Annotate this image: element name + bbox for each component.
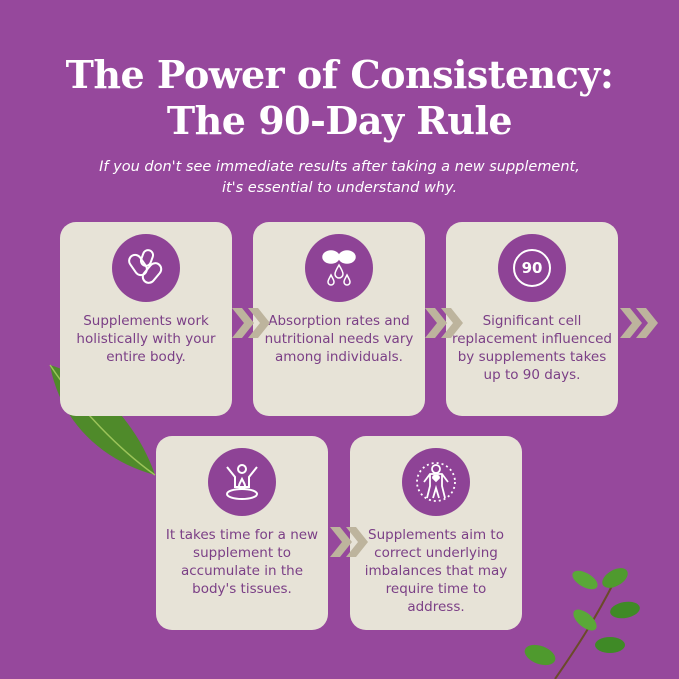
chevron-right-icon bbox=[425, 308, 463, 338]
plant-sprig-decoration bbox=[524, 568, 640, 679]
subtitle-line1: If you don't see immediate results after… bbox=[99, 159, 580, 175]
card-text: Supplements aim to correct underlying im… bbox=[364, 527, 508, 615]
capsule-drops-icon bbox=[305, 234, 373, 302]
page-title-line2: The 90-Day Rule bbox=[166, 98, 513, 143]
card-text: Supplements work holistically with your … bbox=[76, 313, 216, 365]
card-absorption: Absorption rates and nutritional needs v… bbox=[253, 222, 425, 416]
card-text: It takes time for a new supplement to ac… bbox=[165, 527, 319, 597]
chevron-right-icon bbox=[232, 308, 270, 338]
card-text: Significant cell replacement influenced … bbox=[452, 313, 613, 383]
page-title-line1: The Power of Consistency: bbox=[65, 52, 614, 97]
subtitle: If you don't see immediate results after… bbox=[0, 157, 679, 199]
chevron-right-icon bbox=[620, 308, 658, 338]
person-heart-icon bbox=[402, 448, 470, 516]
chevron-right-icon bbox=[330, 527, 368, 557]
ninety-badge-icon: 90 bbox=[498, 234, 566, 302]
pills-icon bbox=[112, 234, 180, 302]
ninety-badge-text: 90 bbox=[513, 249, 551, 287]
subtitle-line2: it's essential to understand why. bbox=[221, 180, 458, 196]
card-accumulate: It takes time for a new supplement to ac… bbox=[156, 436, 328, 630]
card-text: Absorption rates and nutritional needs v… bbox=[264, 313, 414, 365]
card-ninety-days: 90 Significant cell replacement influenc… bbox=[446, 222, 618, 416]
card-holistic: Supplements work holistically with your … bbox=[60, 222, 232, 416]
card-imbalances: Supplements aim to correct underlying im… bbox=[350, 436, 522, 630]
person-absorb-icon bbox=[208, 448, 276, 516]
